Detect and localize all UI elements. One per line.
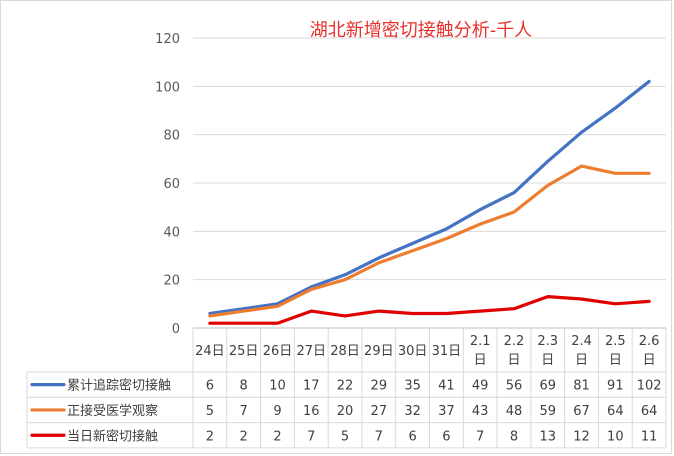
- x-tick-label: 25日: [229, 344, 259, 359]
- x-tick-label: 2.4 日: [571, 334, 592, 368]
- x-tick-label: 2.2 日: [504, 334, 525, 368]
- x-tick-label: 27日: [296, 344, 326, 359]
- legend-label: 正接受医学观察: [67, 403, 158, 419]
- y-tick-label: 80: [163, 129, 180, 144]
- table-value: 20: [337, 404, 354, 419]
- table-value: 6: [442, 429, 450, 444]
- y-tick-label: 40: [163, 225, 180, 240]
- series-line-1: [208, 79, 651, 316]
- table-value: 16: [303, 404, 320, 419]
- x-tick-label: 24日: [195, 344, 225, 359]
- y-tick-label: 60: [163, 177, 180, 192]
- x-tick-label: 30日: [398, 344, 428, 359]
- table-value: 64: [641, 404, 658, 419]
- y-tick-label: 100: [155, 80, 180, 95]
- table-value: 7: [240, 404, 248, 419]
- x-tick-label: 2.6 日: [639, 334, 660, 368]
- legend-label: 累计追踪密切接触: [67, 378, 171, 394]
- table-value: 12: [573, 429, 590, 444]
- series-line-2: [208, 164, 651, 318]
- table-value: 48: [506, 404, 523, 419]
- table-value: 5: [206, 404, 214, 419]
- y-tick-label: 120: [155, 32, 180, 47]
- table-value: 56: [506, 379, 523, 394]
- table-value: 5: [341, 429, 349, 444]
- table-value: 7: [307, 429, 315, 444]
- table-value: 49: [472, 379, 489, 394]
- y-tick-label: 0: [172, 322, 180, 337]
- table-value: 2: [240, 429, 248, 444]
- table-value: 27: [371, 404, 388, 419]
- table-value: 7: [476, 429, 484, 444]
- table-value: 64: [607, 404, 624, 419]
- table-value: 59: [539, 404, 556, 419]
- table-value: 10: [607, 429, 624, 444]
- table-value: 7: [375, 429, 383, 444]
- x-tick-label: 28日: [330, 344, 360, 359]
- x-tick-label: 31日: [432, 344, 462, 359]
- table-value: 43: [472, 404, 489, 419]
- table-value: 91: [607, 379, 624, 394]
- table-value: 10: [269, 379, 286, 394]
- table-value: 2: [206, 429, 214, 444]
- x-tick-label: 2.1 日: [470, 334, 491, 368]
- table-value: 69: [539, 379, 556, 394]
- table-value: 22: [337, 379, 354, 394]
- table-value: 41: [438, 379, 455, 394]
- table-value: 35: [404, 379, 421, 394]
- table-value: 8: [510, 429, 518, 444]
- x-tick-label: 2.5 日: [605, 334, 626, 368]
- table-value: 13: [539, 429, 556, 444]
- table-value: 37: [438, 404, 455, 419]
- x-tick-label: 29日: [364, 344, 394, 359]
- chart-title: 湖北新增密切接触分析-千人: [310, 20, 533, 41]
- x-tick-label: 26日: [263, 344, 293, 359]
- series-line-3: [208, 295, 651, 325]
- x-tick-label: 2.3 日: [537, 334, 558, 368]
- table-value: 17: [303, 379, 320, 394]
- table-value: 8: [240, 379, 248, 394]
- table-value: 102: [637, 379, 662, 394]
- table-value: 6: [408, 429, 416, 444]
- table-value: 32: [404, 404, 421, 419]
- table-value: 67: [573, 404, 590, 419]
- table-value: 29: [371, 379, 388, 394]
- table-value: 11: [641, 429, 658, 444]
- table-value: 2: [273, 429, 281, 444]
- table-value: 9: [273, 404, 281, 419]
- table-value: 6: [206, 379, 214, 394]
- legend-label: 当日新密切接触: [67, 428, 158, 444]
- table-value: 81: [573, 379, 590, 394]
- y-tick-label: 20: [163, 274, 180, 289]
